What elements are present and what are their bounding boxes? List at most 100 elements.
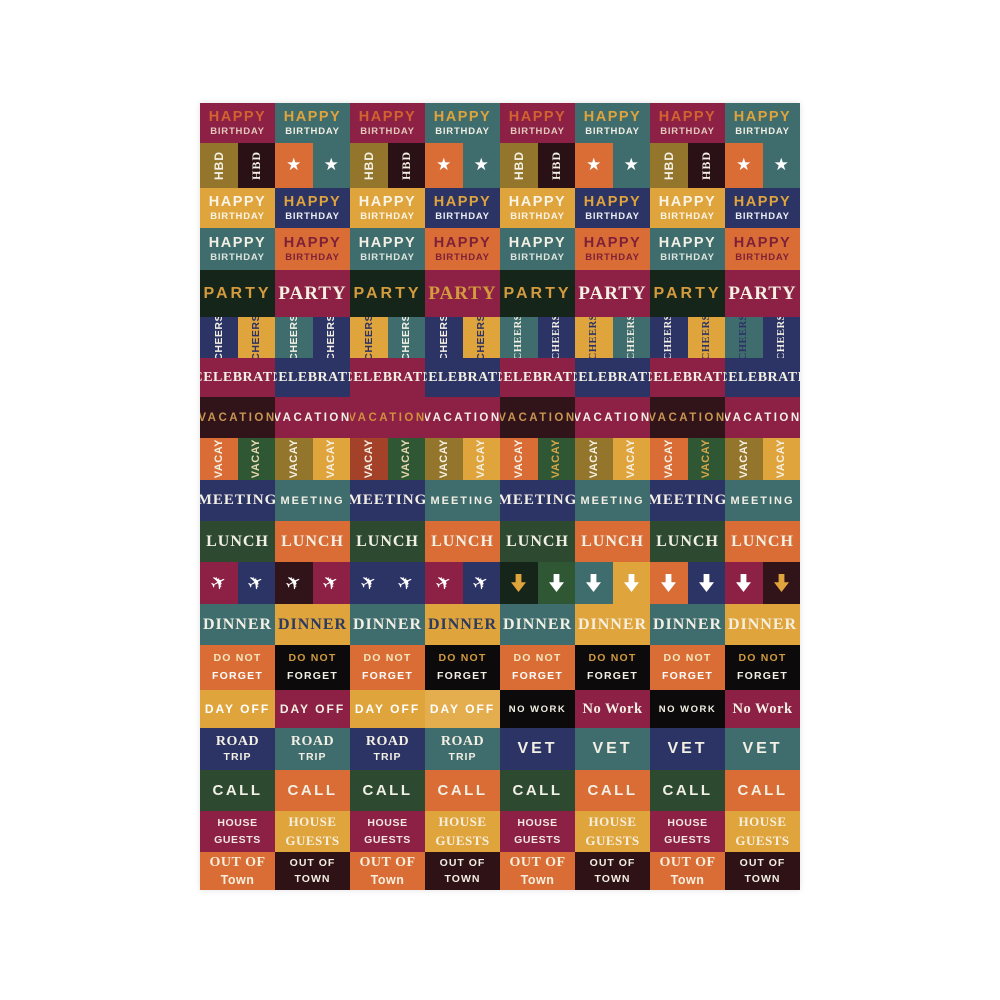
sticker-cell: NO WORK — [500, 690, 575, 728]
sticker-label: BIRTHDAY — [285, 211, 340, 223]
sticker-cell: CHEERS — [575, 317, 613, 358]
sticker-label: LUNCH — [506, 532, 569, 550]
sticker-cell: HOUSE GUESTS — [575, 811, 650, 852]
sticker-label: MEETING — [580, 494, 645, 507]
sticker-cell: No Work — [725, 690, 800, 728]
sticker-cell: CHEERS — [500, 317, 538, 358]
plane-icon: ✈ — [393, 569, 419, 597]
sticker-label: TRIP — [448, 750, 477, 763]
sticker-label: CELEBRATE — [425, 369, 500, 385]
sticker-cell — [762, 562, 800, 604]
sticker-cell: ✈ — [425, 562, 463, 604]
sticker-cell: ✈ — [350, 562, 388, 604]
sticker-cell: PARTY — [725, 270, 800, 317]
sticker-cell: HBD — [500, 143, 538, 188]
sticker-label: DO NOT — [438, 651, 487, 664]
sticker-label: CHEERS — [663, 317, 675, 358]
sticker-cell: VACAY — [350, 438, 388, 480]
sticker-label: Town — [670, 872, 705, 887]
sticker-row-out-of-town-row: OUT OF Town OUT OF TOWN OUT OF Town OUT OF TOWN… — [200, 852, 800, 890]
sticker-cell: HOUSE GUESTS — [350, 811, 425, 852]
sticker-label: HAPPY — [433, 235, 492, 251]
star-icon: ★ — [286, 155, 302, 175]
sticker-label: CALL — [587, 782, 638, 799]
sticker-cell: ★ — [425, 143, 463, 188]
sticker-cell: CHEERS — [425, 317, 463, 358]
sticker-cell: DAY OFF — [425, 690, 500, 728]
sticker-label: VACAY — [362, 439, 375, 479]
star-icon: ★ — [473, 155, 489, 175]
sticker-label: CHEERS — [325, 317, 338, 358]
sticker-cell: MEETING — [650, 480, 725, 521]
sticker-cell: ★ — [462, 143, 500, 188]
sticker-label: LUNCH — [731, 532, 794, 550]
sticker-label: FORGET — [437, 669, 488, 682]
sticker-label: BIRTHDAY — [660, 211, 715, 223]
sticker-label: CHEERS — [287, 317, 300, 358]
sticker-label: OUT OF — [659, 855, 716, 871]
sticker-label: BIRTHDAY — [210, 211, 265, 223]
sticker-label: BIRTHDAY — [735, 252, 790, 264]
star-icon: ★ — [623, 155, 639, 175]
sticker-label: DAY OFF — [204, 702, 271, 716]
sticker-label: HBD — [511, 151, 526, 180]
sticker-label: HAPPY — [733, 235, 792, 251]
sticker-cell: DO NOT FORGET — [650, 645, 725, 690]
sticker-label: HAPPY — [283, 194, 342, 210]
sticker-label: CELEBRATE — [650, 369, 725, 385]
sticker-label: BIRTHDAY — [735, 126, 790, 138]
sticker-cell: DO NOT FORGET — [725, 645, 800, 690]
sticker-label: VACATION — [425, 411, 500, 424]
sticker-label: CALL — [437, 782, 488, 799]
star-icon: ★ — [773, 155, 789, 175]
sticker-row-road-trip-vet-row: ROAD TRIP ROAD TRIP ROAD TRIP ROAD TRIP VET VET VE… — [200, 728, 800, 770]
sticker-label: HBD — [248, 150, 263, 180]
sticker-label: HAPPY — [358, 235, 417, 251]
sticker-cell — [650, 562, 688, 604]
sticker-cell: LUNCH — [200, 521, 275, 562]
sticker-label: FORGET — [587, 669, 638, 682]
sticker-label: OUT OF — [739, 856, 786, 869]
plane-icon: ✈ — [206, 569, 231, 597]
sticker-label: MEETING — [200, 492, 275, 508]
sticker-cell: HAPPY BIRTHDAY — [425, 228, 500, 270]
sticker-cell: VET — [500, 728, 575, 770]
sticker-cell: VACAY — [687, 438, 725, 480]
sticker-cell: CELEBRATE — [350, 358, 425, 397]
sticker-cell: VACAY — [725, 438, 763, 480]
sticker-cell: HBD — [537, 143, 575, 188]
sticker-cell: VET — [575, 728, 650, 770]
sticker-cell: VACAY — [612, 438, 650, 480]
sticker-cell: VACATION — [200, 397, 275, 438]
sticker-label: MEETING — [350, 492, 425, 508]
sticker-cell: HAPPY BIRTHDAY — [650, 188, 725, 228]
sticker-label: DAY OFF — [279, 702, 346, 716]
sticker-cell: NO WORK — [650, 690, 725, 728]
sticker-label: BIRTHDAY — [210, 126, 265, 138]
down-arrow-icon — [511, 574, 527, 592]
sticker-row-vacation-row: VACATION VACATION VACATION VACATION VACATION… — [200, 397, 800, 438]
sticker-cell — [500, 562, 538, 604]
sticker-cell: HAPPY BIRTHDAY — [275, 228, 350, 270]
sticker-cell: ROAD TRIP — [425, 728, 500, 770]
sticker-label: FORGET — [662, 669, 713, 682]
sticker-label: VACAY — [625, 439, 638, 479]
sticker-label: Town — [370, 872, 405, 887]
sticker-cell: VACAY — [387, 438, 425, 480]
sticker-label: VACAY — [587, 439, 600, 479]
sticker-label: Town — [220, 872, 255, 887]
sticker-cell: DINNER — [200, 604, 275, 645]
sticker-cell: DINNER — [350, 604, 425, 645]
sticker-cell: HAPPY BIRTHDAY — [275, 103, 350, 143]
sticker-row-do-not-forget-row: DO NOT FORGET DO NOT FORGET DO NOT FORGET DO N… — [200, 645, 800, 690]
sticker-label: BIRTHDAY — [510, 211, 565, 223]
sticker-label: GUESTS — [735, 832, 790, 848]
sticker-label: OUT OF — [509, 855, 566, 871]
sticker-label: MEETING — [280, 494, 345, 507]
sticker-cell: LUNCH — [650, 521, 725, 562]
sticker-label: TOWN — [744, 873, 781, 885]
sticker-cell: VACAY — [762, 438, 800, 480]
sticker-label: FORGET — [512, 669, 563, 682]
sticker-label: HAPPY — [583, 194, 642, 210]
sticker-cell: DO NOT FORGET — [275, 645, 350, 690]
